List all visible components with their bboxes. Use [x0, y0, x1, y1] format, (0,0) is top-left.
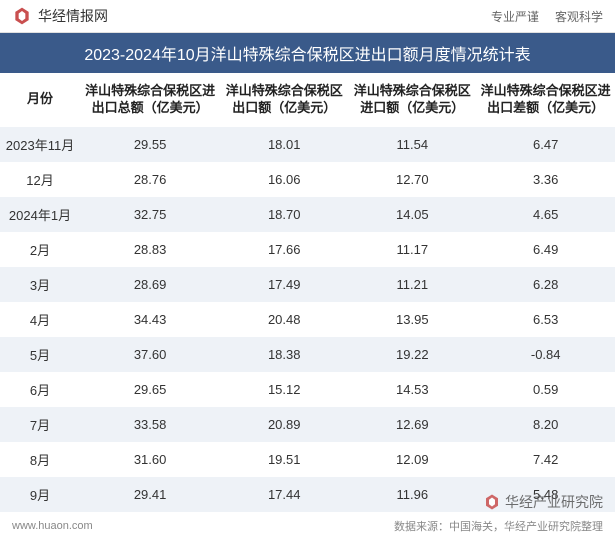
table-cell: 11.21	[348, 267, 476, 302]
table-cell: 6.49	[476, 232, 615, 267]
table-cell: 19.51	[220, 442, 348, 477]
table-cell: 18.38	[220, 337, 348, 372]
table-cell: 29.41	[80, 477, 220, 512]
table-cell: 19.22	[348, 337, 476, 372]
table-cell: 4.65	[476, 197, 615, 232]
table-cell: 2月	[0, 232, 80, 267]
table-row: 7月33.5820.8912.698.20	[0, 407, 615, 442]
col-header-export: 洋山特殊综合保税区出口额（亿美元）	[220, 73, 348, 127]
table-cell: 9月	[0, 477, 80, 512]
table-cell: 0.59	[476, 372, 615, 407]
brand-name: 华经情报网	[38, 6, 108, 26]
table-cell: 12.69	[348, 407, 476, 442]
table-cell: 17.66	[220, 232, 348, 267]
tag-objective: 客观科学	[555, 8, 603, 25]
tag-professional: 专业严谨	[491, 8, 539, 25]
table-cell: 16.06	[220, 162, 348, 197]
table-cell: 17.49	[220, 267, 348, 302]
table-cell: 18.01	[220, 127, 348, 162]
table-cell: 5月	[0, 337, 80, 372]
table-cell: 28.76	[80, 162, 220, 197]
table-cell: 7月	[0, 407, 80, 442]
table-cell: 14.53	[348, 372, 476, 407]
table-header-row: 月份 洋山特殊综合保税区进出口总额（亿美元） 洋山特殊综合保税区出口额（亿美元）…	[0, 73, 615, 127]
table-cell: 6月	[0, 372, 80, 407]
table-cell: 18.70	[220, 197, 348, 232]
table-cell: 28.69	[80, 267, 220, 302]
table-cell: 6.53	[476, 302, 615, 337]
table-cell: 31.60	[80, 442, 220, 477]
table-row: 6月29.6515.1214.530.59	[0, 372, 615, 407]
table-cell: 6.47	[476, 127, 615, 162]
table-row: 2023年11月29.5518.0111.546.47	[0, 127, 615, 162]
col-header-month: 月份	[0, 73, 80, 127]
table-cell: 32.75	[80, 197, 220, 232]
data-table: 月份 洋山特殊综合保税区进出口总额（亿美元） 洋山特殊综合保税区出口额（亿美元）…	[0, 73, 615, 547]
table-cell: 34.43	[80, 302, 220, 337]
footer-source: 数据来源：中国海关，华经产业研究院整理	[394, 518, 603, 534]
col-header-diff: 洋山特殊综合保税区进出口差额（亿美元）	[476, 73, 615, 127]
table-cell: 15.12	[220, 372, 348, 407]
table-cell: 7.42	[476, 442, 615, 477]
table-cell: 12.70	[348, 162, 476, 197]
table-row: 2月28.8317.6611.176.49	[0, 232, 615, 267]
table-cell: 28.83	[80, 232, 220, 267]
watermark-logo-icon	[483, 493, 501, 511]
table-cell: 6.28	[476, 267, 615, 302]
table-cell: 11.17	[348, 232, 476, 267]
table-cell: 14.05	[348, 197, 476, 232]
table-cell: 37.60	[80, 337, 220, 372]
table-row: 2024年1月32.7518.7014.054.65	[0, 197, 615, 232]
col-header-total: 洋山特殊综合保税区进出口总额（亿美元）	[80, 73, 220, 127]
footer-url: www.huaon.com	[12, 520, 93, 532]
brand: 华经情报网	[12, 6, 108, 26]
table-row: 5月37.6018.3819.22-0.84	[0, 337, 615, 372]
table-cell: -0.84	[476, 337, 615, 372]
table-cell: 17.44	[220, 477, 348, 512]
table-row: 4月34.4320.4813.956.53	[0, 302, 615, 337]
table-cell: 4月	[0, 302, 80, 337]
table-cell: 29.65	[80, 372, 220, 407]
table-cell: 8月	[0, 442, 80, 477]
table-cell: 29.55	[80, 127, 220, 162]
table-container: 月份 洋山特殊综合保税区进出口总额（亿美元） 洋山特殊综合保税区出口额（亿美元）…	[0, 73, 615, 547]
watermark: 华经产业研究院	[483, 492, 603, 512]
table-title: 2023-2024年10月洋山特殊综合保税区进出口额月度情况统计表	[0, 33, 615, 73]
watermark-text: 华经产业研究院	[505, 492, 603, 512]
table-cell: 2023年11月	[0, 127, 80, 162]
top-right-tags: 专业严谨 客观科学	[491, 8, 603, 25]
table-cell: 2024年1月	[0, 197, 80, 232]
table-row: 12月28.7616.0612.703.36	[0, 162, 615, 197]
table-cell: 11.96	[348, 477, 476, 512]
table-cell: 12月	[0, 162, 80, 197]
table-cell: 8.20	[476, 407, 615, 442]
table-cell: 33.58	[80, 407, 220, 442]
col-header-import: 洋山特殊综合保税区进口额（亿美元）	[348, 73, 476, 127]
table-row: 3月28.6917.4911.216.28	[0, 267, 615, 302]
brand-logo-icon	[12, 6, 32, 26]
table-cell: 20.48	[220, 302, 348, 337]
table-row: 8月31.6019.5112.097.42	[0, 442, 615, 477]
table-cell: 13.95	[348, 302, 476, 337]
table-cell: 20.89	[220, 407, 348, 442]
footer: www.huaon.com 数据来源：中国海关，华经产业研究院整理	[0, 512, 615, 540]
top-bar: 华经情报网 专业严谨 客观科学	[0, 0, 615, 33]
table-cell: 3月	[0, 267, 80, 302]
table-cell: 3.36	[476, 162, 615, 197]
table-cell: 12.09	[348, 442, 476, 477]
table-cell: 11.54	[348, 127, 476, 162]
